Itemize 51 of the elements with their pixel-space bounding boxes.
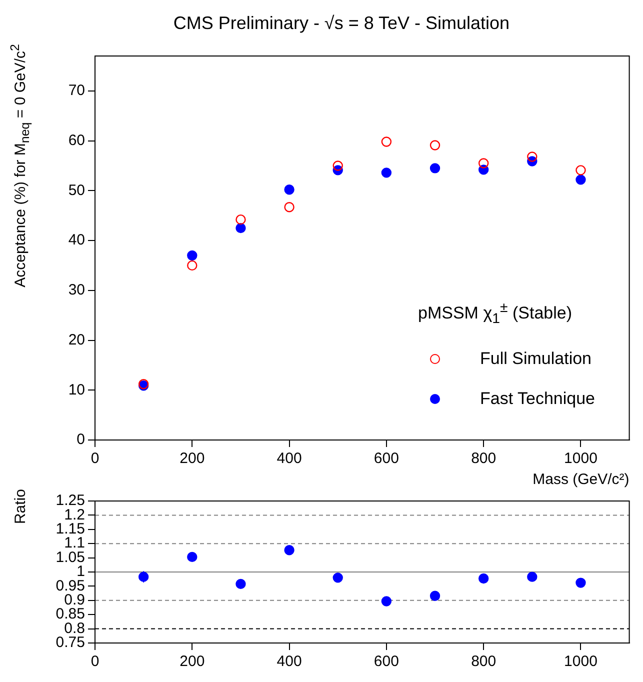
y-axis-title: Ratio: [12, 489, 28, 524]
point: [332, 160, 343, 171]
x-tick-label: 1000: [564, 450, 598, 468]
point: [284, 202, 294, 212]
x-tick-label: 800: [471, 653, 496, 670]
y-tick-label: 50: [68, 182, 85, 199]
legend-label: Fast Technique: [480, 389, 595, 409]
x-tick-label: 600: [374, 450, 399, 468]
x-tick-label: 600: [374, 653, 399, 670]
x-tick-label: 400: [276, 653, 302, 670]
point: [430, 590, 440, 601]
x-tick-label: 0: [90, 450, 100, 468]
legend-title: pMSSM χ$_{1}$$^{±}$ (Stable): [418, 300, 574, 327]
x-axis-title: Mass (GeV/c²): [532, 471, 630, 488]
point: [332, 572, 343, 583]
chart-title: CMS Preliminary - √s = 8 TeV - Simulation: [172, 12, 511, 35]
point: [236, 578, 246, 590]
point: [576, 578, 586, 588]
y-tick-label: 70: [68, 82, 85, 100]
y-tick-label: 60: [68, 132, 85, 149]
y-tick-label: 10: [68, 381, 85, 398]
point: [527, 572, 538, 582]
y-tick-label: 0: [76, 431, 85, 448]
point: [576, 174, 586, 185]
y-tick-label: 40: [68, 232, 85, 249]
legend-label: Full Simulation: [480, 349, 592, 369]
point: [187, 250, 198, 261]
point: [236, 214, 246, 225]
point: [381, 168, 392, 178]
point: [284, 545, 294, 556]
y-tick-label: 0.75: [56, 634, 85, 652]
point: [430, 163, 440, 174]
point: [527, 152, 538, 162]
point: [576, 165, 586, 176]
x-tick-label: 200: [180, 653, 205, 670]
x-tick-label: 200: [180, 450, 205, 468]
point: [236, 222, 246, 234]
point: [430, 140, 440, 150]
y-tick-label: 30: [68, 282, 85, 299]
point: [381, 596, 392, 606]
point: [381, 136, 392, 147]
point: [478, 158, 489, 168]
x-tick-label: 800: [471, 450, 496, 468]
point: [187, 552, 198, 562]
x-tick-label: 1000: [564, 653, 598, 670]
point: [478, 573, 489, 584]
x-tick-label: 0: [90, 653, 100, 670]
x-tick-label: 400: [276, 450, 302, 468]
point: [284, 184, 294, 195]
y-tick-label: 20: [68, 331, 85, 348]
point: [187, 260, 198, 271]
